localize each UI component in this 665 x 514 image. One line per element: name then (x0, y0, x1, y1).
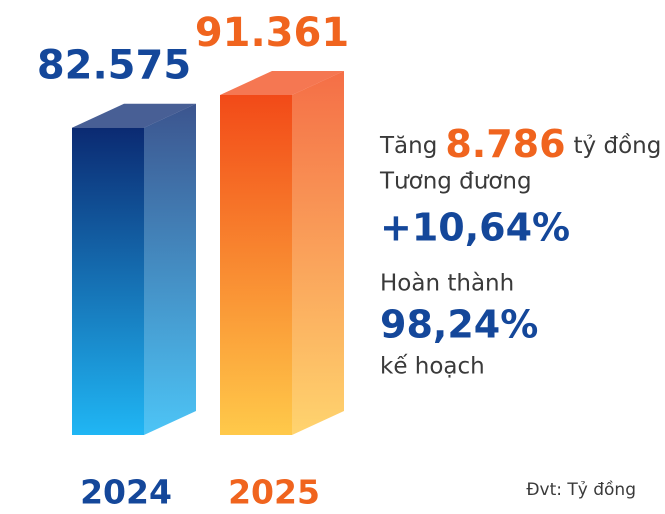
bar (220, 71, 344, 435)
bar-front (72, 127, 144, 435)
bar-side (144, 103, 196, 435)
increase-unit: tỷ đồng (574, 133, 662, 159)
plan-label: kế hoạch (380, 354, 485, 380)
bar (72, 103, 196, 435)
increase-line: Tăng 8.786 tỷ đồng (379, 122, 661, 166)
completion-value: 98,24% (380, 303, 538, 347)
completed-label: Hoàn thành (380, 271, 514, 297)
growth-value: +10,64% (380, 206, 570, 250)
bar-top (220, 71, 344, 95)
unit-note: Đvt: Tỷ đồng (526, 479, 636, 500)
increase-prefix: Tăng (379, 133, 437, 159)
x-tick-label: 2025 (228, 473, 320, 512)
value-label: 91.361 (195, 10, 349, 56)
bar-top (72, 103, 196, 128)
bar-side (292, 71, 344, 435)
equivalent-label: Tương đương (379, 169, 532, 195)
value-label: 82.575 (37, 43, 191, 89)
bar-front (220, 95, 292, 435)
increase-value: 8.786 (445, 122, 565, 166)
x-tick-label: 2024 (80, 473, 172, 512)
